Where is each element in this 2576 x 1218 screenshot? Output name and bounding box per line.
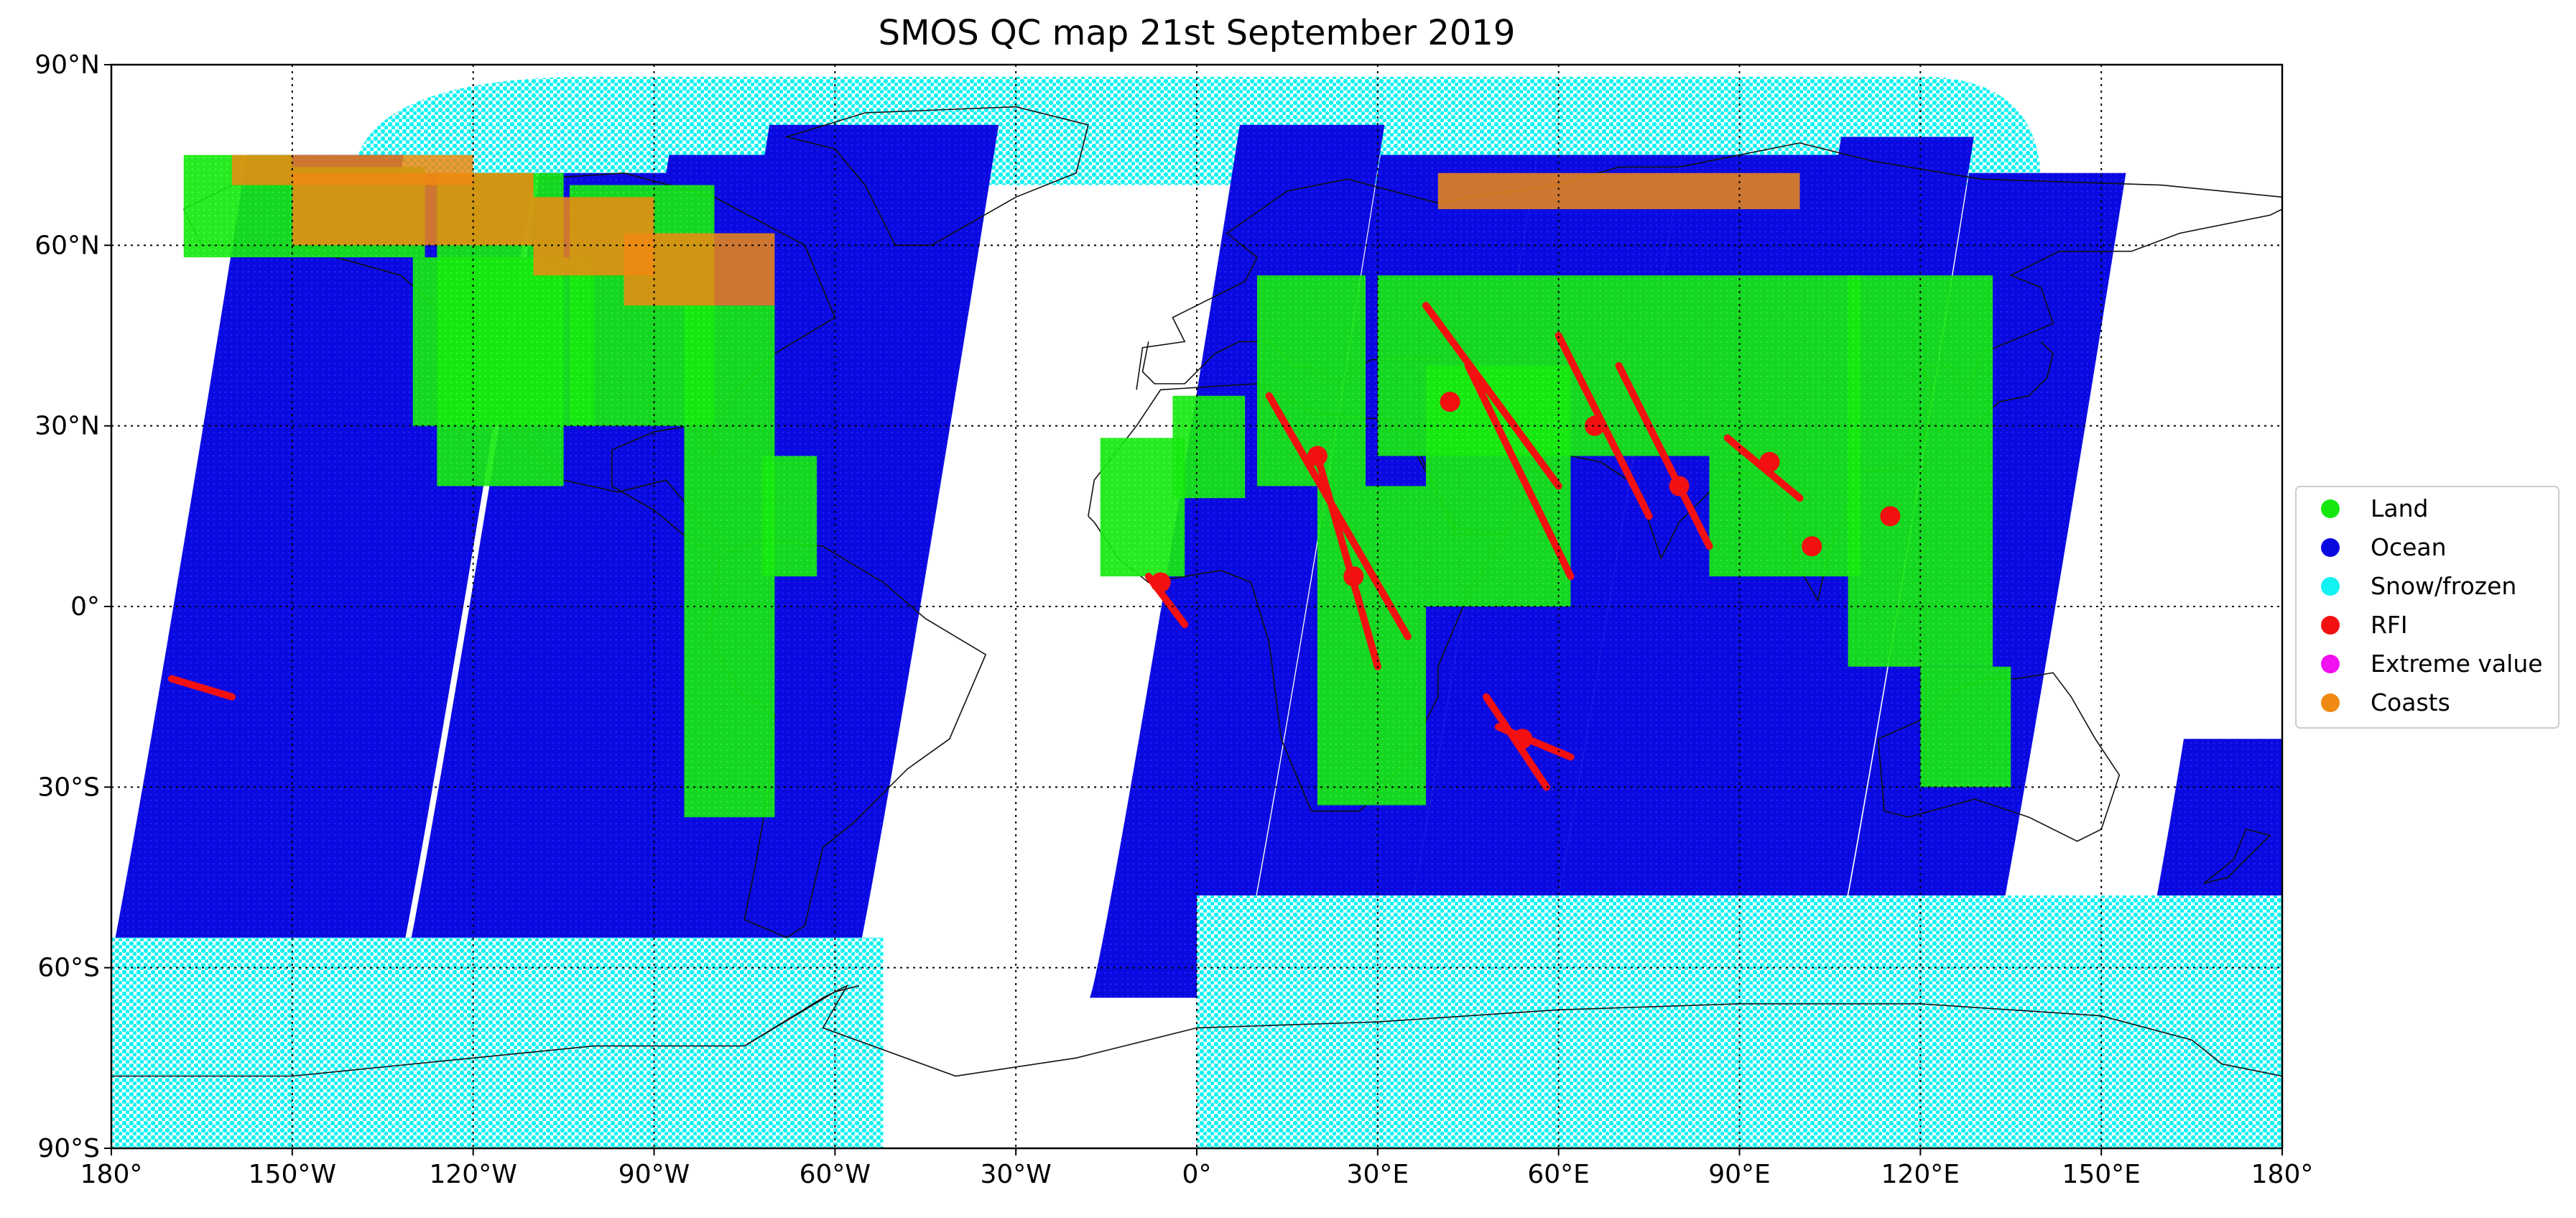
- y-tick-label: 90°N: [34, 50, 100, 80]
- legend-marker: [2321, 693, 2340, 712]
- y-tick-label: 0°: [70, 592, 100, 622]
- legend-label: Coasts: [2371, 688, 2450, 716]
- rfi-cluster: [1585, 415, 1606, 436]
- land-patch: [684, 305, 775, 818]
- land-patch: [1100, 438, 1185, 577]
- rfi-track: [1464, 361, 1575, 581]
- legend-marker: [2321, 577, 2340, 596]
- legend-label: Snow/frozen: [2371, 572, 2516, 600]
- rfi-track: [1615, 361, 1713, 550]
- x-tick-label: 180°: [2251, 1160, 2314, 1189]
- coast-patch: [231, 154, 473, 185]
- y-tick-label: 60°N: [34, 231, 100, 260]
- x-tick-label: 120°E: [1881, 1160, 1960, 1189]
- x-tick-label: 30°W: [980, 1160, 1051, 1189]
- coastline: [743, 985, 860, 1047]
- land-patch: [762, 456, 817, 577]
- rfi-track: [1313, 452, 1381, 670]
- rfi-cluster: [1759, 451, 1780, 472]
- rfi-observation-layer: [167, 302, 1901, 791]
- x-tick-label: 60°E: [1527, 1160, 1590, 1189]
- rfi-cluster: [1512, 729, 1533, 749]
- x-tick-label: 30°E: [1347, 1160, 1409, 1189]
- y-tick-label: 30°S: [37, 772, 100, 802]
- rfi-cluster: [1802, 536, 1822, 557]
- x-tick-label: 120°W: [430, 1160, 517, 1189]
- coastline: [1136, 142, 2282, 390]
- rfi-track: [167, 675, 236, 701]
- legend-label: Land: [2371, 494, 2428, 522]
- coastline: [784, 106, 1089, 246]
- legend: Land Ocean Snow/frozen RFI Extreme value Coas…: [2295, 486, 2559, 729]
- legend-marker: [2321, 499, 2340, 518]
- legend-label: RFI: [2371, 611, 2408, 639]
- y-tick-label: 90°S: [37, 1134, 100, 1163]
- legend-label: Ocean: [2371, 533, 2447, 561]
- legend-label: Extreme value: [2371, 650, 2543, 678]
- chart-title: SMOS QC map 21st September 2019: [879, 13, 1516, 53]
- rfi-track: [1265, 392, 1412, 640]
- rfi-track: [1422, 302, 1562, 490]
- x-tick-label: 0°: [1182, 1160, 1212, 1189]
- rfi-cluster: [1440, 392, 1460, 412]
- y-tick-label: 60°S: [37, 954, 100, 983]
- rfi-cluster: [1307, 446, 1328, 466]
- coast-patch: [624, 233, 775, 306]
- land-patch: [1709, 275, 1861, 577]
- x-tick-label: 90°E: [1708, 1160, 1771, 1189]
- land-patch: [412, 257, 594, 426]
- x-tick-label: 150°E: [2062, 1160, 2140, 1189]
- coastline: [2203, 829, 2271, 885]
- legend-marker: [2321, 655, 2340, 673]
- rfi-cluster: [1880, 506, 1901, 527]
- x-tick-label: 90°W: [618, 1160, 690, 1189]
- x-tick-label: 150°W: [249, 1160, 336, 1189]
- legend-marker: [2321, 616, 2340, 635]
- x-tick-label: 180°: [80, 1160, 143, 1189]
- coast-patch: [1437, 172, 1800, 210]
- land-patch: [1920, 666, 2011, 788]
- map-area: [111, 65, 2282, 1148]
- axis-ticks: 180° 150°W 120°W 90°W 60°W 30°W 0° 30°E 60°E 90°E…: [34, 50, 2313, 1189]
- rfi-cluster: [1150, 572, 1171, 593]
- legend-marker: [2321, 538, 2340, 557]
- coastline: [1980, 341, 2054, 420]
- legend-box: [2295, 486, 2559, 729]
- y-tick-label: 30°N: [34, 412, 100, 441]
- x-tick-label: 60°W: [800, 1160, 871, 1189]
- land-patch: [1172, 395, 1246, 499]
- rfi-cluster: [1343, 566, 1364, 587]
- land-patch: [1558, 275, 1710, 456]
- coastline: [1088, 383, 1506, 812]
- rfi-cluster: [1669, 476, 1690, 497]
- antarctic-snow-band-west: [111, 937, 884, 1148]
